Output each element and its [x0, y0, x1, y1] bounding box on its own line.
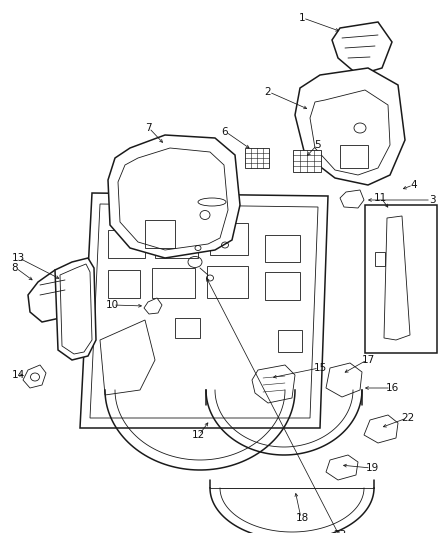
Text: 14: 14	[11, 370, 25, 380]
Text: 23: 23	[332, 530, 346, 533]
Text: 19: 19	[364, 463, 378, 473]
Polygon shape	[80, 193, 327, 428]
Text: 17: 17	[360, 355, 374, 365]
Polygon shape	[331, 22, 391, 75]
Bar	[364, 205, 436, 353]
Text: 10: 10	[105, 300, 118, 310]
Polygon shape	[294, 68, 404, 185]
Text: 16: 16	[385, 383, 398, 393]
Polygon shape	[251, 365, 294, 403]
Polygon shape	[144, 298, 162, 314]
Text: 12: 12	[191, 430, 204, 440]
Text: 4: 4	[410, 180, 417, 190]
Bar	[292, 150, 320, 172]
Text: 15: 15	[313, 363, 326, 373]
Polygon shape	[339, 190, 363, 208]
Text: 7: 7	[145, 123, 151, 133]
Text: 5: 5	[314, 140, 321, 150]
Text: 3: 3	[428, 195, 434, 205]
Polygon shape	[325, 455, 357, 480]
Text: 8: 8	[12, 263, 18, 273]
Text: 22: 22	[400, 413, 413, 423]
Polygon shape	[325, 363, 361, 397]
Text: 1: 1	[298, 13, 304, 23]
Text: 2: 2	[264, 87, 271, 97]
Text: 18: 18	[295, 513, 308, 523]
Polygon shape	[23, 365, 46, 388]
Text: 11: 11	[373, 193, 386, 203]
Polygon shape	[108, 135, 240, 258]
Bar	[244, 148, 268, 168]
Text: 13: 13	[11, 253, 25, 263]
Polygon shape	[28, 270, 72, 322]
Text: 6: 6	[221, 127, 228, 137]
Polygon shape	[55, 258, 96, 360]
Polygon shape	[363, 415, 397, 443]
